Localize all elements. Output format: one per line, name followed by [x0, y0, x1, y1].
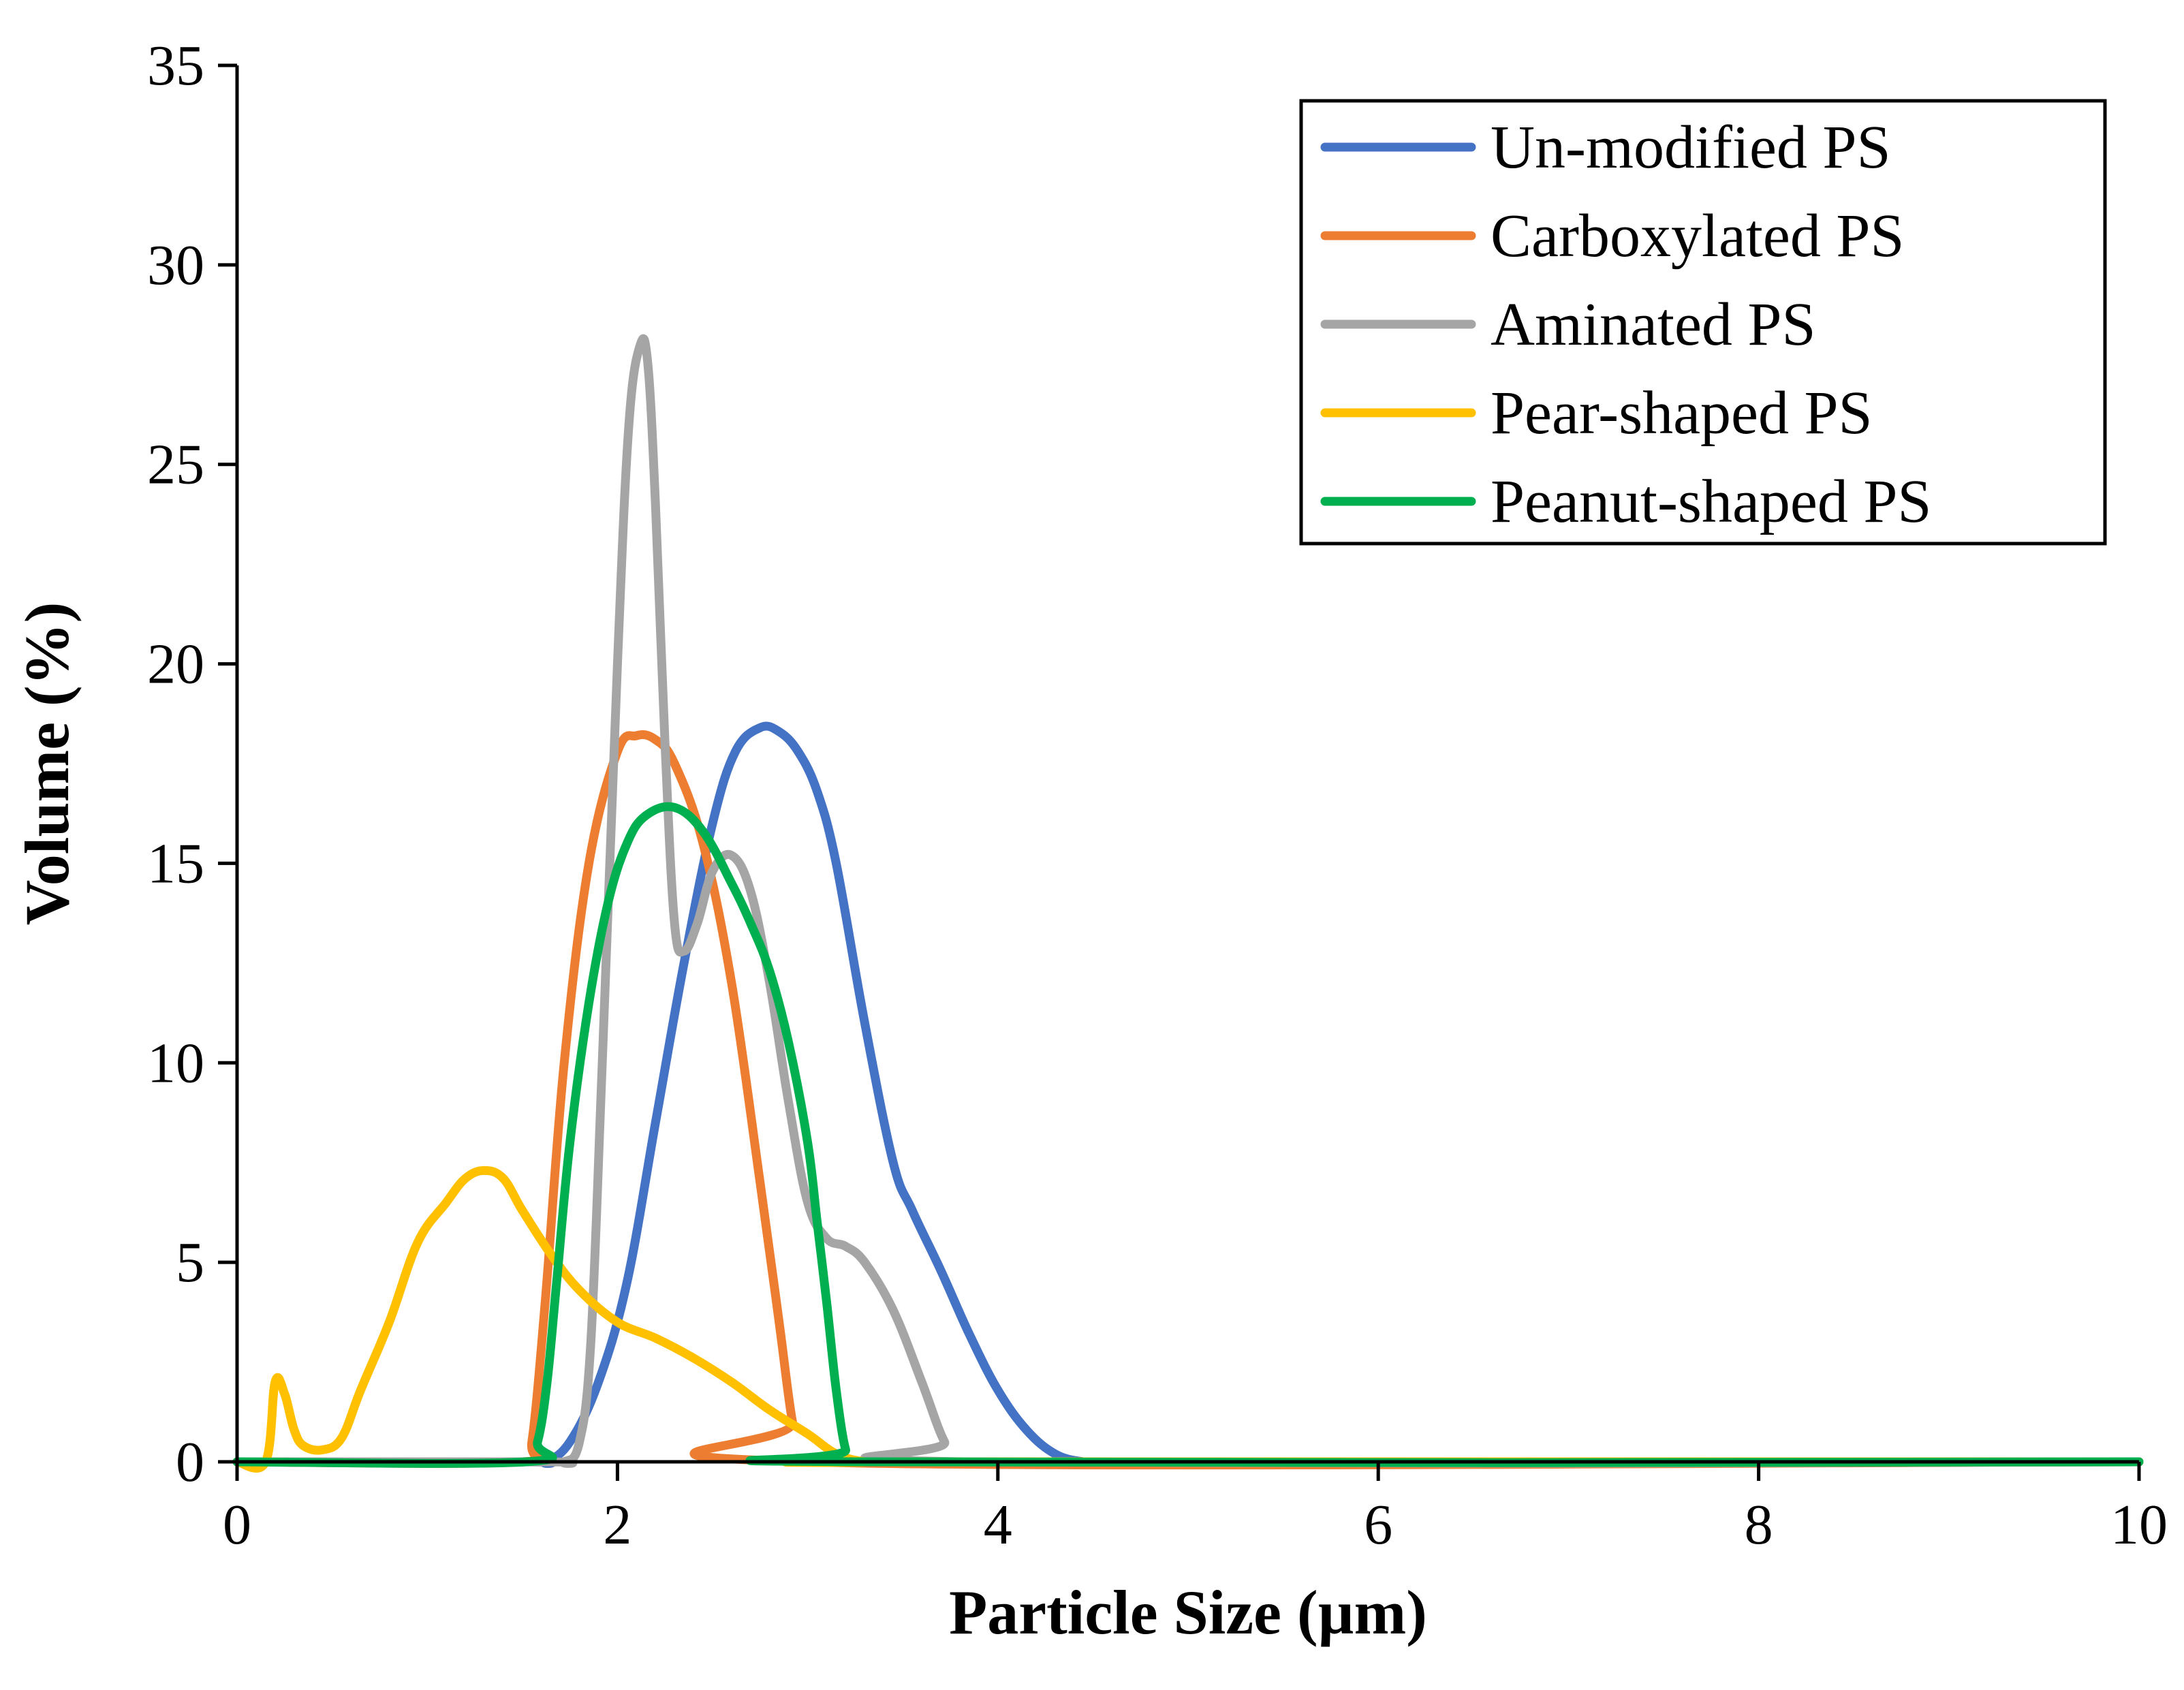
legend-label: Peanut-shaped PS	[1491, 468, 1931, 535]
y-tick-label: 35	[147, 34, 204, 97]
legend-label: Aminated PS	[1491, 291, 1816, 358]
x-axis-title: Particle Size (µm)	[949, 1578, 1427, 1647]
axes-layer	[235, 65, 2139, 1464]
x-tick-label: 10	[2110, 1493, 2168, 1556]
y-tick-label: 30	[147, 234, 204, 297]
legend-label: Un-modified PS	[1491, 114, 1891, 181]
y-tick-label: 5	[176, 1231, 204, 1294]
x-tick-label: 6	[1364, 1493, 1392, 1556]
y-tick-label: 0	[176, 1430, 204, 1494]
legend-label: Carboxylated PS	[1491, 202, 1904, 270]
x-tick-label: 4	[984, 1493, 1012, 1556]
y-tick-label: 20	[147, 633, 204, 696]
series-line-aminated-ps	[232, 334, 2144, 1468]
legend-items: Un-modified PS Carboxylated PS Aminated PS…	[1320, 114, 1931, 535]
x-tick-label: 0	[223, 1493, 251, 1556]
x-tick-label: 8	[1745, 1493, 1773, 1556]
legend-item: Carboxylated PS	[1320, 202, 1904, 270]
legend: Un-modified PS Carboxylated PS Aminated PS…	[1299, 99, 2107, 546]
ticks-layer: 0 5 10 15 20 25 30 35 0 2 4 6 8 10	[147, 34, 2168, 1556]
legend-item: Peanut-shaped PS	[1320, 468, 1931, 535]
legend-item: Un-modified PS	[1320, 114, 1891, 181]
y-axis-title: Volume (%)	[12, 602, 82, 925]
y-tick-label: 25	[147, 433, 204, 497]
y-tick-label: 15	[147, 832, 204, 895]
legend-label: Pear-shaped PS	[1491, 379, 1873, 447]
legend-item: Aminated PS	[1320, 291, 1816, 358]
legend-item: Pear-shaped PS	[1320, 379, 1873, 447]
x-tick-label: 2	[603, 1493, 631, 1556]
y-tick-label: 10	[147, 1031, 204, 1095]
